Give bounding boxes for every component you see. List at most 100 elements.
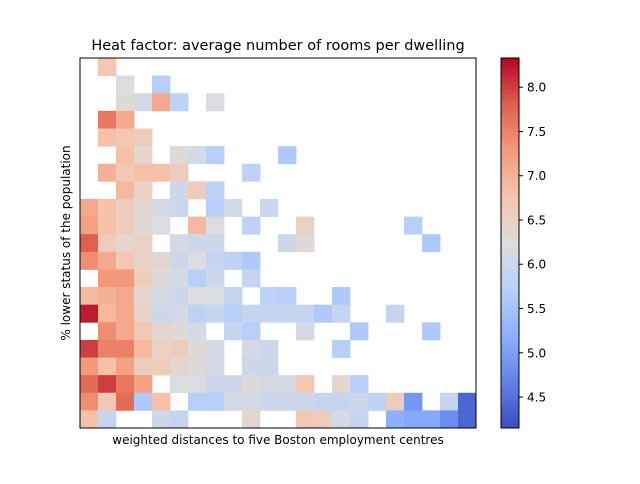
heatmap-cell — [242, 216, 261, 235]
heatmap-cell — [296, 322, 315, 341]
heatmap-cell — [116, 163, 135, 182]
heatmap-cell — [224, 375, 243, 394]
heatmap-cell — [404, 392, 423, 411]
heatmap-cell — [350, 410, 369, 429]
heatmap-cell — [332, 304, 351, 323]
heatmap-cell — [98, 287, 117, 306]
heatmap-cell — [386, 410, 405, 429]
heatmap-cell — [260, 375, 279, 394]
heatmap-cell — [170, 410, 189, 429]
heatmap-cell — [296, 304, 315, 323]
heatmap-cell — [260, 357, 279, 376]
heatmap-cell — [170, 322, 189, 341]
heatmap-cell — [242, 251, 261, 270]
heatmap-cell — [332, 339, 351, 358]
heatmap-cell — [224, 392, 243, 411]
heatmap-cell — [152, 216, 171, 235]
heatmap-cell — [134, 287, 153, 306]
heatmap-cell — [80, 287, 99, 306]
heatmap-cell — [116, 110, 135, 129]
heatmap-cell — [260, 304, 279, 323]
heatmap-cell — [134, 251, 153, 270]
heatmap-cells — [80, 58, 477, 429]
heatmap-cell — [152, 269, 171, 288]
heatmap-cell — [440, 410, 459, 429]
heatmap-cell — [206, 181, 225, 200]
heatmap-cell — [98, 216, 117, 235]
colorbar: 4.5 5.0 5.5 6.0 6.5 7.0 7.5 8.0 — [500, 57, 546, 429]
heatmap-cell — [260, 339, 279, 358]
heatmap-cell — [134, 322, 153, 341]
heatmap-cell — [206, 216, 225, 235]
heatmap-cell — [152, 410, 171, 429]
heatmap-cell — [278, 234, 297, 253]
heatmap-cell — [458, 410, 477, 429]
heatmap-cell — [170, 357, 189, 376]
heatmap-cell — [152, 322, 171, 341]
heatmap-cell — [116, 128, 135, 147]
heatmap-cell — [116, 304, 135, 323]
heatmap-cell — [350, 392, 369, 411]
heatmap-cell — [404, 216, 423, 235]
heatmap-cell — [170, 375, 189, 394]
heatmap-cell — [152, 93, 171, 112]
heatmap-cell — [206, 269, 225, 288]
heatmap-cell — [134, 357, 153, 376]
heatmap-cell — [98, 110, 117, 129]
heatmap-cell — [98, 322, 117, 341]
heatmap-cell — [386, 392, 405, 411]
heatmap-cell — [188, 339, 207, 358]
heatmap-cell — [296, 410, 315, 429]
heatmap-cell — [170, 269, 189, 288]
heatmap-cell — [134, 234, 153, 253]
heatmap-cell — [260, 287, 279, 306]
heatmap-cell — [206, 93, 225, 112]
heatmap-cell — [224, 304, 243, 323]
heatmap-cell — [170, 234, 189, 253]
heatmap-cell — [80, 410, 99, 429]
heatmap-cell — [206, 198, 225, 217]
heatmap-cell — [134, 216, 153, 235]
colorbar-tick-label: 8.0 — [527, 81, 546, 95]
heatmap-cell — [368, 392, 387, 411]
heatmap-cell — [116, 251, 135, 270]
heatmap-cell — [134, 181, 153, 200]
heatmap-cell — [80, 357, 99, 376]
heatmap-cell — [152, 392, 171, 411]
heatmap-cell — [206, 392, 225, 411]
heatmap-cell — [242, 163, 261, 182]
heatmap-cell — [170, 181, 189, 200]
heatmap-cell — [242, 304, 261, 323]
heatmap-cell — [422, 234, 441, 253]
heatmap-cell — [458, 392, 477, 411]
heatmap-cell — [80, 216, 99, 235]
heatmap-cell — [206, 251, 225, 270]
heatmap-cell — [116, 287, 135, 306]
heatmap-cell — [224, 198, 243, 217]
heatmap-cell — [188, 357, 207, 376]
heatmap-cell — [98, 198, 117, 217]
heatmap-cell — [116, 93, 135, 112]
colorbar-tick-label: 6.5 — [527, 213, 546, 227]
heatmap-cell — [80, 375, 99, 394]
heatmap-cell — [98, 269, 117, 288]
heatmap-cell — [332, 410, 351, 429]
heatmap-cell — [152, 357, 171, 376]
heatmap-cell — [206, 146, 225, 165]
heatmap-cell — [206, 339, 225, 358]
heatmap-cell — [134, 269, 153, 288]
heatmap-cell — [188, 375, 207, 394]
heatmap-cell — [98, 163, 117, 182]
heatmap-cell — [242, 375, 261, 394]
heatmap-cell — [242, 322, 261, 341]
colorbar-tick-label: 7.0 — [527, 169, 546, 183]
heatmap-cell — [134, 163, 153, 182]
heatmap-cell — [332, 287, 351, 306]
heatmap-cell — [134, 339, 153, 358]
colorbar-tick-label: 5.0 — [527, 346, 546, 360]
heatmap-cell — [98, 339, 117, 358]
heatmap-cell — [152, 198, 171, 217]
heatmap-cell — [134, 128, 153, 147]
colorbar-ticks: 4.5 5.0 5.5 6.0 6.5 7.0 7.5 8.0 — [519, 81, 546, 405]
colorbar-tick-label: 6.0 — [527, 258, 546, 272]
